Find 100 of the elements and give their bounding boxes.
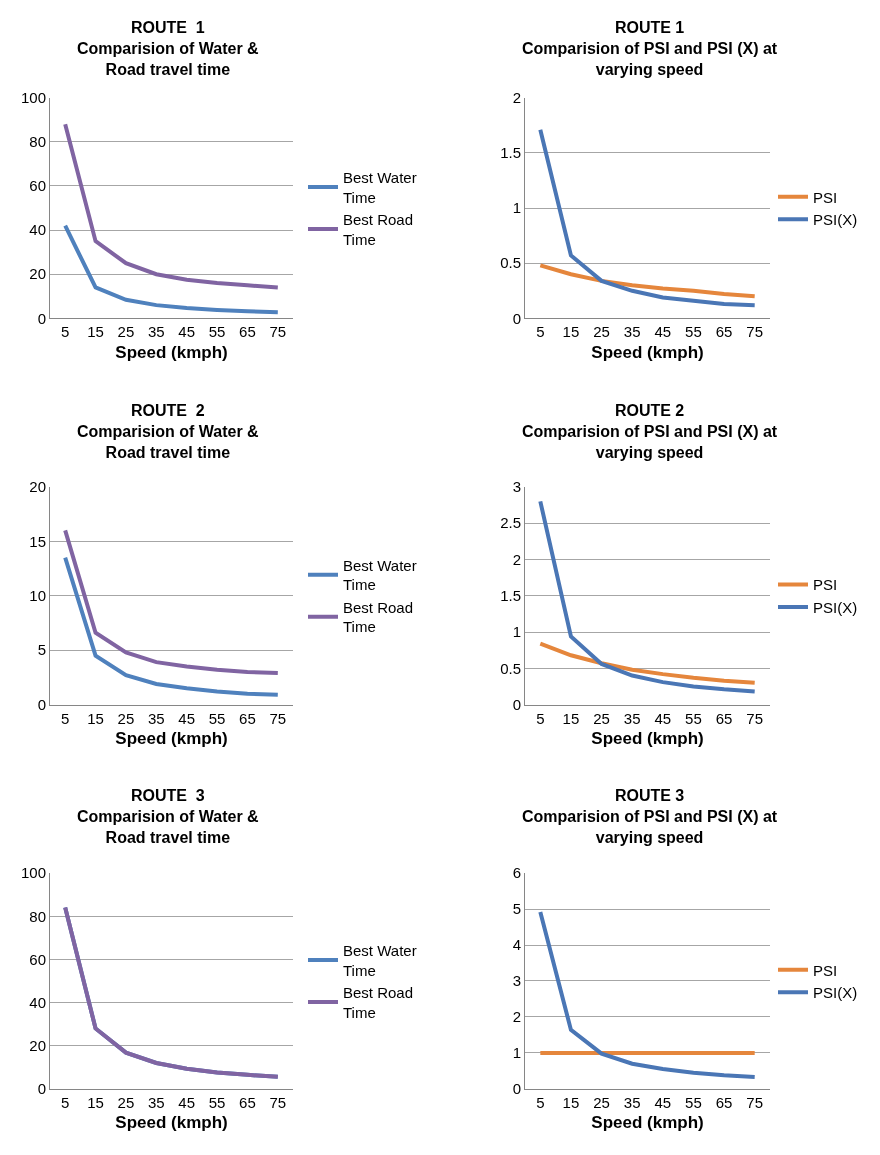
x-tick-label: 45 [654, 1093, 672, 1111]
y-tick-label: 2.5 [500, 514, 521, 532]
x-axis-title: Speed (kmph) [591, 1113, 704, 1133]
y-tick-label: 60 [29, 177, 46, 195]
x-tick-label: 5 [536, 323, 545, 341]
y-tick-label: 60 [29, 950, 46, 968]
y-tick-label: 1 [512, 199, 521, 217]
x-axis-title: Speed (kmph) [591, 342, 704, 362]
x-tick-label: 45 [654, 709, 672, 727]
y-tick-label: 1.5 [500, 586, 521, 604]
x-tick-label: 55 [685, 709, 702, 727]
x-tick-label: 75 [746, 323, 764, 341]
x-tick-label: 55 [685, 1093, 702, 1111]
y-tick-label: 0 [37, 695, 46, 713]
legend-label: PSI(X) [813, 984, 858, 1002]
x-tick-label: 55 [208, 1093, 226, 1111]
x-tick-label: 5 [61, 323, 70, 341]
y-tick-label: 100 [20, 864, 46, 882]
y-tick-label: 20 [29, 1036, 46, 1054]
y-tick-label: 1 [512, 1044, 521, 1062]
legend-label: Best Water Time [343, 556, 417, 594]
x-tick-label: 25 [117, 1093, 135, 1111]
y-tick-label: 2 [512, 550, 521, 568]
x-tick-label: 55 [208, 709, 226, 727]
y-tick-label: 80 [29, 907, 46, 925]
y-tick-label: 5 [512, 900, 521, 918]
y-tick-label: 2 [512, 1008, 521, 1026]
legend-label: PSI [813, 188, 838, 206]
y-tick-label: 6 [512, 864, 521, 882]
y-tick-label: 40 [29, 221, 46, 239]
x-axis-title: Speed (kmph) [115, 342, 228, 362]
y-tick-label: 0 [512, 1080, 521, 1098]
y-tick-label: 2 [512, 88, 521, 106]
x-tick-label: 35 [147, 709, 165, 727]
y-tick-label: 0.5 [500, 659, 521, 677]
y-tick-label: 80 [29, 133, 46, 151]
y-tick-label: 0 [37, 1080, 46, 1098]
x-tick-label: 35 [147, 323, 165, 341]
x-tick-label: 45 [178, 1093, 196, 1111]
x-tick-label: 65 [239, 709, 256, 727]
x-tick-label: 5 [536, 709, 545, 727]
y-tick-label: 100 [20, 88, 46, 106]
y-tick-label: 20 [29, 478, 46, 496]
x-tick-label: 15 [562, 709, 580, 727]
chart-title: ROUTE 1 [614, 19, 685, 36]
x-tick-label: 5 [61, 709, 70, 727]
y-tick-label: 0 [512, 309, 521, 327]
x-tick-label: 55 [685, 323, 702, 341]
y-tick-label: 5 [37, 641, 46, 659]
legend-label: Best Road Time [343, 598, 414, 636]
y-tick-label: 15 [29, 532, 46, 550]
y-tick-label: 3 [512, 972, 521, 990]
x-axis-title: Speed (kmph) [115, 1113, 228, 1133]
chart-subtitle: Comparision of PSI and PSI (X) at varying speed [522, 422, 778, 461]
chart-subtitle: Comparision of Water & Road travel time [77, 39, 260, 78]
x-tick-label: 65 [715, 323, 733, 341]
x-tick-label: 55 [208, 323, 226, 341]
chart-title: ROUTE 2 [130, 402, 205, 419]
y-tick-label: 40 [29, 993, 46, 1011]
chart-subtitle: Comparision of Water & Road travel time [77, 422, 260, 461]
x-tick-label: 75 [269, 323, 287, 341]
chart-title: ROUTE 1 [130, 19, 205, 36]
legend-label: Best Road Time [343, 984, 414, 1021]
legend-label: PSI [813, 576, 838, 594]
y-tick-label: 1 [512, 623, 521, 641]
chart-subtitle: Comparision of PSI and PSI (X) at varying speed [522, 807, 778, 846]
x-tick-label: 65 [239, 1093, 256, 1111]
x-tick-label: 15 [87, 323, 104, 341]
legend-label: PSI(X) [813, 598, 858, 616]
y-tick-label: 4 [512, 936, 521, 954]
x-tick-label: 65 [239, 323, 256, 341]
x-tick-label: 5 [536, 1093, 545, 1111]
x-tick-label: 75 [746, 1093, 764, 1111]
x-tick-label: 25 [593, 1093, 610, 1111]
y-tick-label: 0.5 [500, 254, 521, 272]
chart-title: ROUTE 2 [614, 402, 685, 419]
y-tick-label: 20 [29, 265, 46, 283]
x-tick-label: 75 [269, 1093, 287, 1111]
chart-title: ROUTE 3 [614, 787, 685, 804]
y-tick-label: 3 [512, 478, 521, 496]
x-tick-label: 65 [715, 1093, 733, 1111]
x-tick-label: 75 [746, 709, 764, 727]
y-tick-label: 0 [512, 695, 521, 713]
x-tick-label: 15 [87, 1093, 104, 1111]
x-tick-label: 75 [269, 709, 287, 727]
x-tick-label: 25 [593, 323, 610, 341]
y-tick-label: 1.5 [500, 144, 521, 162]
x-tick-label: 5 [61, 1093, 70, 1111]
x-tick-label: 35 [623, 709, 641, 727]
x-tick-label: 45 [178, 709, 196, 727]
x-axis-title: Speed (kmph) [591, 729, 704, 749]
y-tick-label: 0 [37, 309, 46, 327]
x-tick-label: 65 [715, 709, 733, 727]
legend-label: Best Water Time [343, 169, 417, 206]
y-tick-label: 10 [29, 586, 46, 604]
legend-label: Best Water Time [343, 942, 417, 979]
legend-label: PSI [813, 961, 838, 979]
legend-label: PSI(X) [813, 211, 858, 229]
x-tick-label: 35 [623, 1093, 641, 1111]
x-tick-label: 15 [562, 323, 580, 341]
